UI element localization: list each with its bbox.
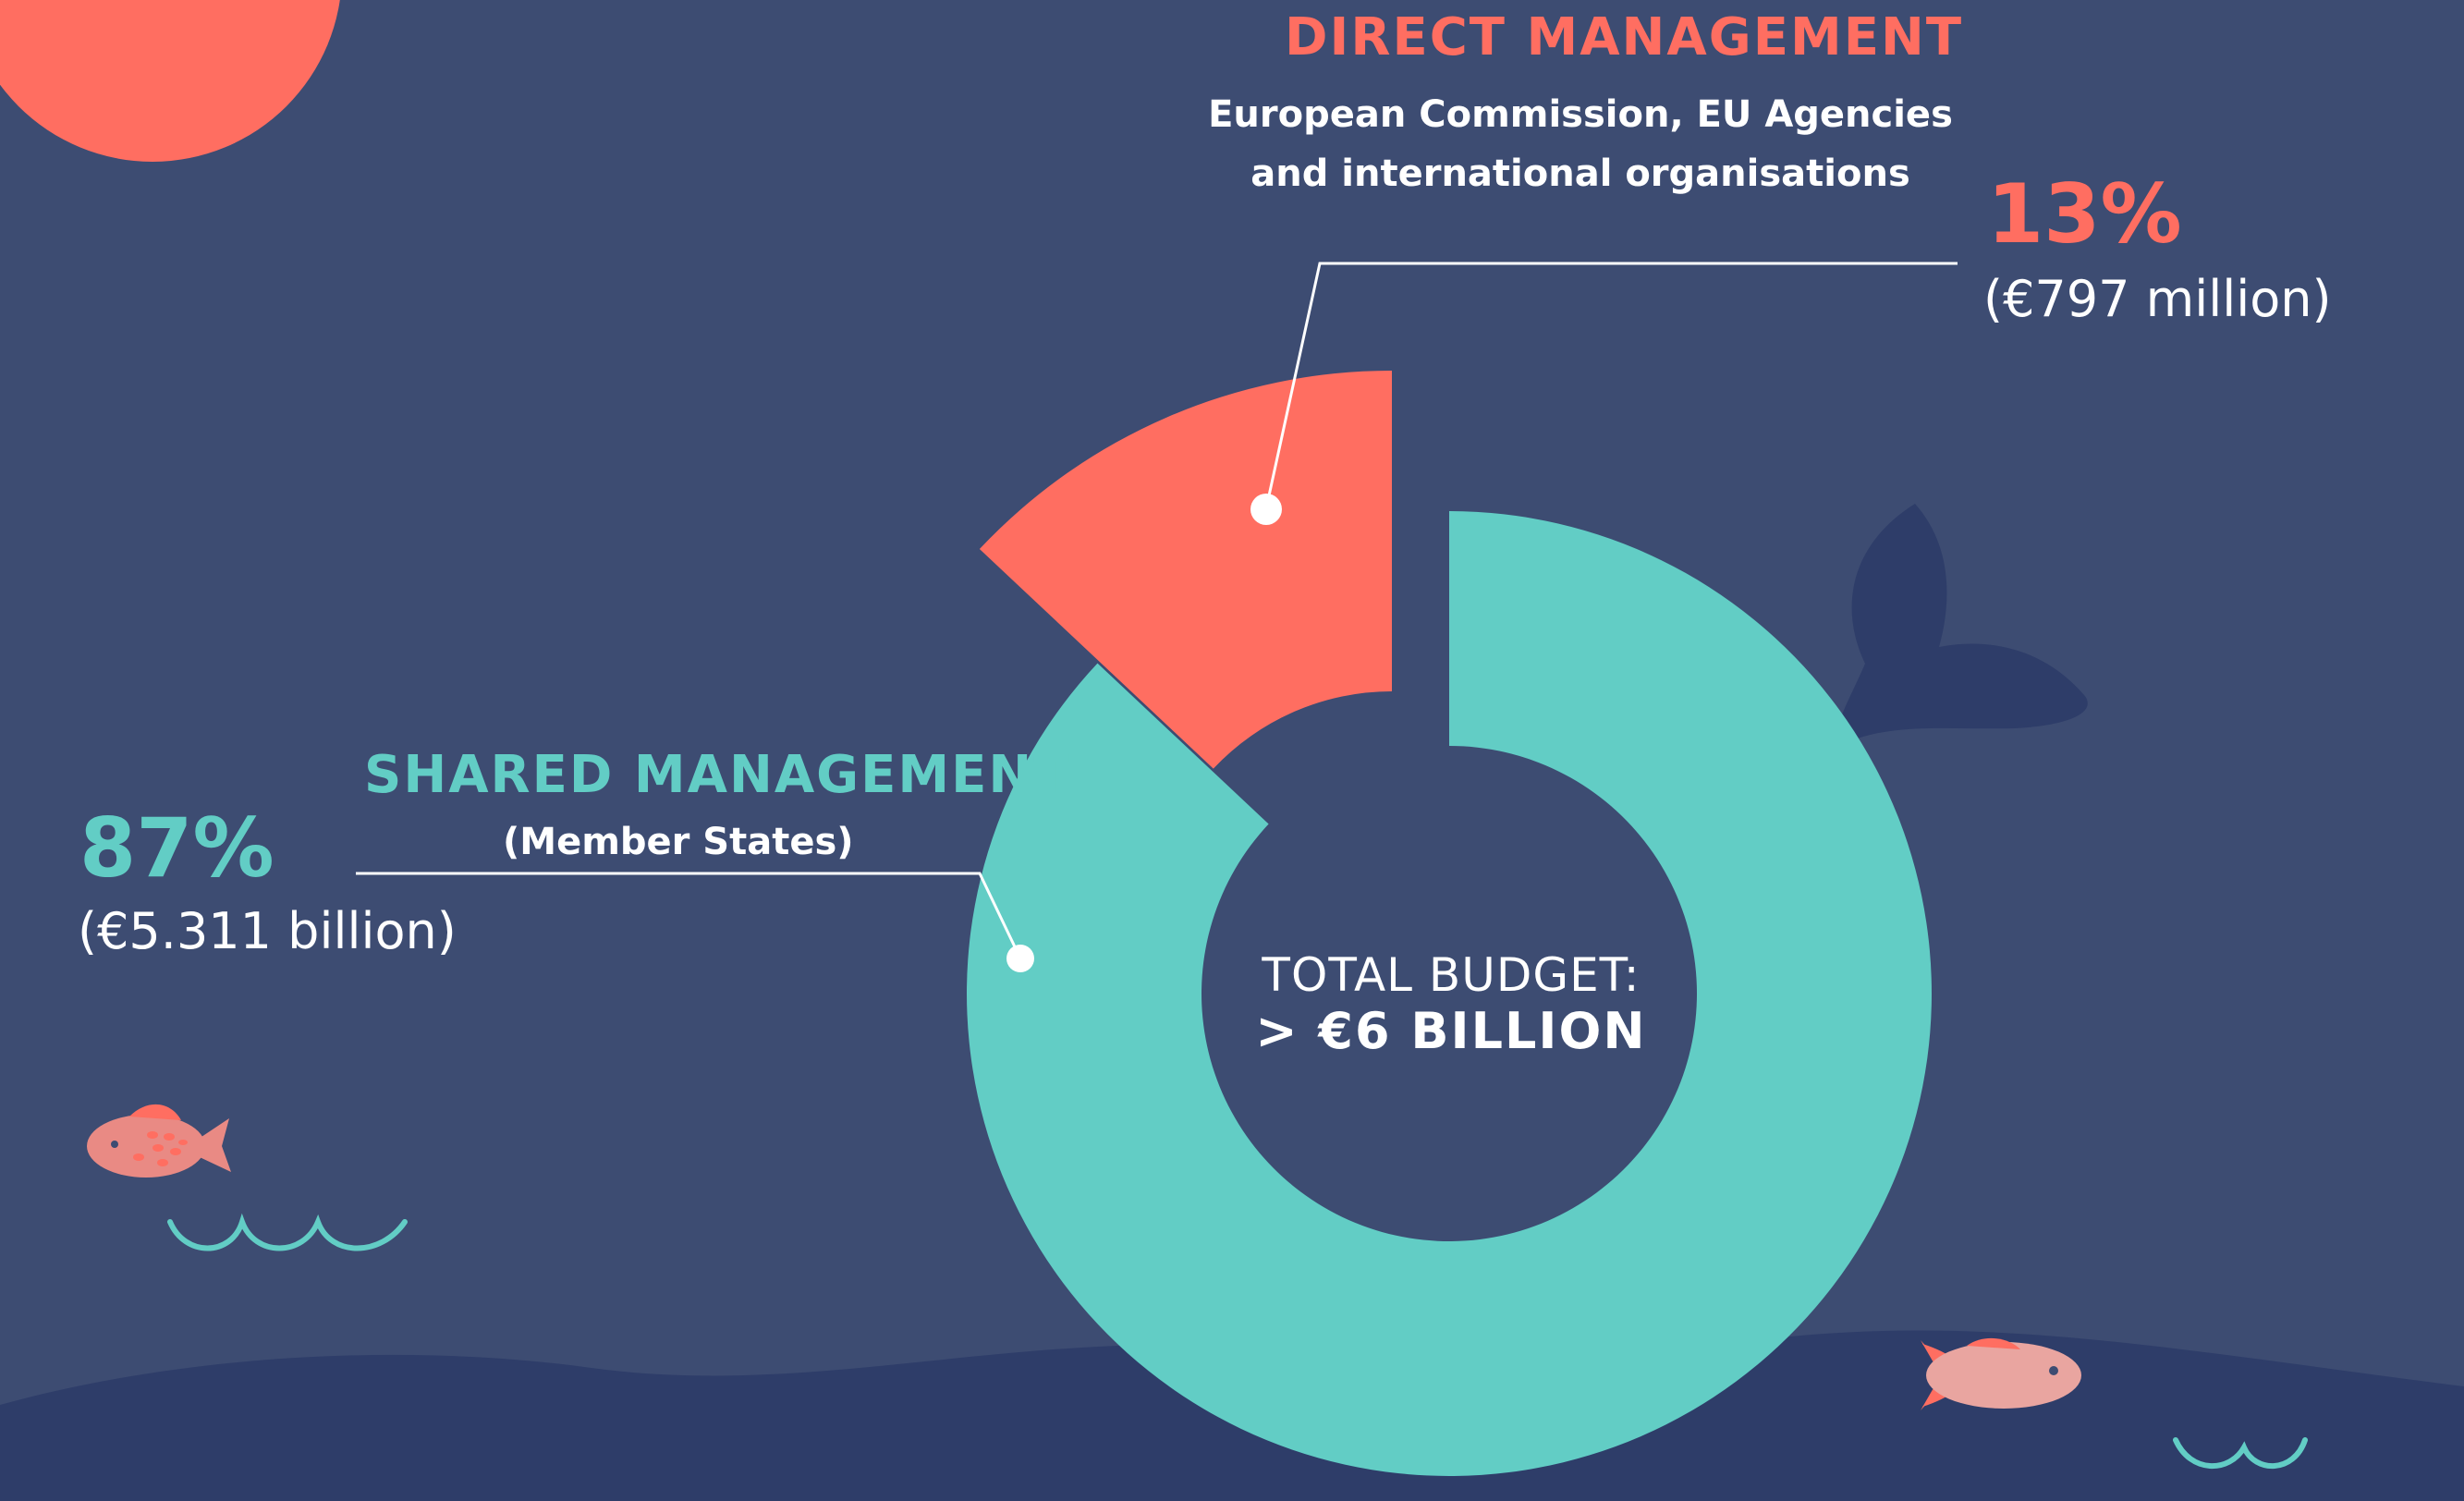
shared-management-amount: (€5.311 billion) bbox=[78, 902, 457, 960]
direct-management-percent: 13% bbox=[1987, 166, 2182, 262]
direct-leader-dot bbox=[1250, 494, 1282, 525]
donut-slice-direct-management bbox=[979, 371, 1392, 769]
shared-management-subtitle: (Member States) bbox=[503, 821, 854, 863]
shared-leader-dot bbox=[1006, 945, 1034, 972]
fish-icon bbox=[87, 1104, 231, 1178]
shared-leader-line bbox=[356, 872, 1022, 959]
direct-management-title: DIRECT MANAGEMENT bbox=[1285, 7, 1964, 67]
direct-management-amount: (€797 million) bbox=[1983, 270, 2332, 328]
fish-icon bbox=[1921, 1337, 2081, 1410]
whale-tail-icon bbox=[1836, 504, 2088, 747]
donut-slice-shared-management bbox=[967, 511, 1932, 1476]
donut-chart bbox=[967, 371, 1932, 1476]
direct-leader-line bbox=[1264, 262, 1958, 509]
total-budget-label: TOTAL BUDGET: bbox=[1262, 948, 1641, 1002]
shared-management-percent: 87% bbox=[79, 800, 274, 896]
sun-decoration bbox=[0, 0, 340, 162]
direct-management-subtitle: European Commission, EU Agencies and int… bbox=[1208, 93, 1953, 195]
shared-management-title: SHARED MANAGEMENT bbox=[364, 745, 1071, 805]
total-budget-value: > €6 BILLION bbox=[1255, 1002, 1647, 1060]
wave-lines-left bbox=[167, 1213, 408, 1251]
wave-lines-right bbox=[2173, 1437, 2308, 1470]
